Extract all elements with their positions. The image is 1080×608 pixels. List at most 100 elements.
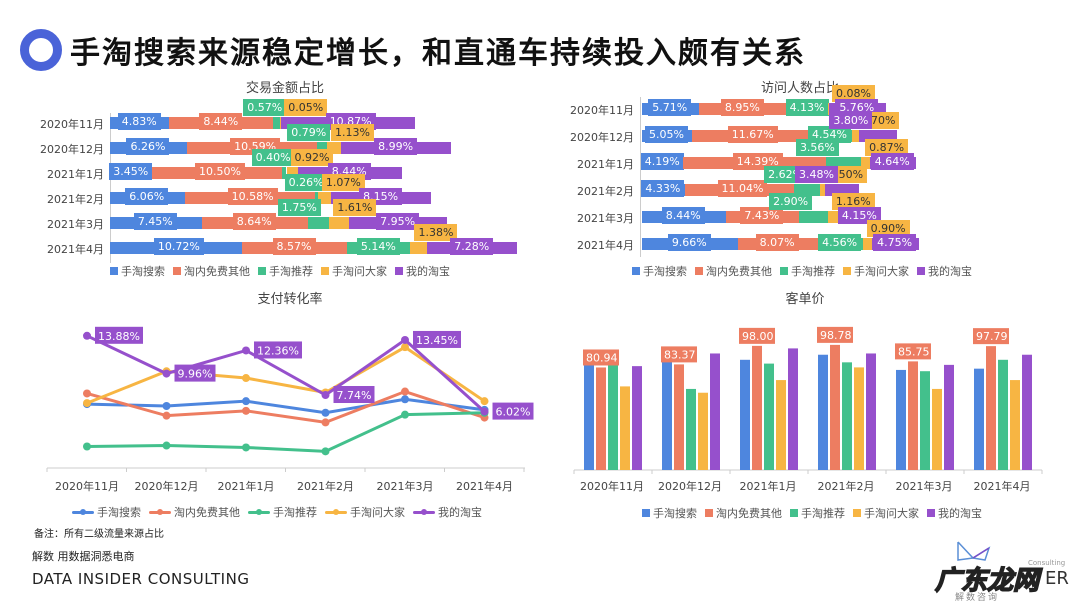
svg-text:98.78: 98.78 xyxy=(820,329,852,342)
y-axis xyxy=(110,113,111,263)
category-label: 2020年12月 xyxy=(40,143,104,156)
value-label: 4.75% xyxy=(873,234,917,251)
category-label: 2020年12月 xyxy=(570,131,634,144)
legend-item: 手淘问大家 xyxy=(321,263,387,279)
legend-swatch xyxy=(695,267,703,275)
legend-label: 手淘问大家 xyxy=(854,265,909,278)
chart-title: 访问人数占比 xyxy=(760,81,839,96)
value-label: 8.57% xyxy=(272,238,316,255)
value-label: 8.64% xyxy=(232,213,276,230)
bar-row: 2020年12月 6.26% 10.59% 0.79% 1.13% 8.99% xyxy=(30,124,540,160)
x-tick-label: 2021年1月 xyxy=(217,480,275,493)
bar-segment xyxy=(852,130,860,142)
value-label: 5.76% xyxy=(835,99,879,116)
value-label: 4.33% xyxy=(641,180,685,197)
legend-item: 我的淘宝 xyxy=(395,263,450,279)
bar-row: 2021年1月 3.45% 10.50% 0.40% 0.92% 8.44% xyxy=(30,149,540,185)
legend-item: 手淘推荐 xyxy=(790,505,845,521)
bar-row: 2021年4月 10.72% 8.57% 5.14% 1.38% 7.28% xyxy=(30,224,540,260)
value-label: 8.44% xyxy=(199,113,243,130)
value-label: 4.13% xyxy=(785,99,829,116)
x-tick-label: 2021年3月 xyxy=(376,480,434,493)
chart-avg-order-value: 客单价 80.94 83.37 98.00 98.78 85.75 97.79 2020年… xyxy=(560,285,1050,520)
bar-row: 2020年12月 5.05% 11.67% 4.54% 0.70% 3.80% xyxy=(560,112,1040,148)
value-label: 0.87% xyxy=(865,139,909,156)
bar-segment xyxy=(317,192,332,204)
svg-text:7.74%: 7.74% xyxy=(337,389,372,402)
category-label: 2021年4月 xyxy=(47,243,104,256)
value-label: 0.40% xyxy=(251,149,295,166)
value-label: 1.16% xyxy=(831,193,875,210)
value-label: 7.43% xyxy=(740,207,784,224)
brand-name: DATA INSIDER CONSULTING xyxy=(32,570,250,588)
legend-swatch xyxy=(325,508,347,515)
legend-swatch xyxy=(927,509,935,517)
bar-segment xyxy=(286,167,298,179)
bar-row: 2021年4月 9.66% 8.07% 4.56% 0.90% 4.75% xyxy=(560,220,1040,256)
legend-item: 手淘搜索 xyxy=(642,505,697,521)
value-label: 1.61% xyxy=(333,199,377,216)
chart-title: 支付转化率 xyxy=(257,292,323,307)
value-label: 3.80% xyxy=(829,112,873,129)
bar-segment xyxy=(861,157,870,169)
value-label: 0.05% xyxy=(284,99,328,116)
legend-swatch xyxy=(853,509,861,517)
chart-legend: 手淘搜索 淘内免费其他 手淘推荐 手淘问大家 我的淘宝 xyxy=(632,263,972,279)
watermark-text: 广东龙网 xyxy=(934,565,1040,597)
value-label: 0.90% xyxy=(866,220,910,237)
ring-icon xyxy=(20,29,62,71)
value-label: 2.90% xyxy=(769,193,813,210)
logo-icon xyxy=(957,541,991,561)
legend-item: 手淘问大家 xyxy=(325,504,405,520)
legend-swatch xyxy=(173,267,181,275)
value-label: 10.58% xyxy=(227,188,278,205)
category-label: 2021年4月 xyxy=(577,239,634,252)
svg-text:98.00: 98.00 xyxy=(742,330,774,343)
chart-legend: 手淘搜索 淘内免费其他 手淘推荐 手淘问大家 我的淘宝 xyxy=(642,505,982,521)
category-label: 2021年3月 xyxy=(47,218,104,231)
chart-transaction-share: 交易金额占比 2020年11月 4.83% 8.44% 0.57% 0.05% 10.87… xyxy=(30,75,540,280)
value-label: 3.45% xyxy=(109,163,153,180)
svg-text:80.94: 80.94 xyxy=(586,351,618,364)
legend-label: 手淘问大家 xyxy=(350,506,405,519)
bar-row: 2021年2月 4.33% 11.04% 2.62% 0.50% 3.48% xyxy=(560,166,1040,202)
watermark-suffix: ER xyxy=(1045,568,1069,589)
value-label: 6.26% xyxy=(126,138,170,155)
bar-segment xyxy=(827,211,840,223)
legend-item: 手淘推荐 xyxy=(248,504,317,520)
legend-item: 手淘推荐 xyxy=(258,263,313,279)
legend-swatch xyxy=(395,267,403,275)
legend-item: 手淘搜索 xyxy=(110,263,165,279)
bar-segment xyxy=(317,142,327,154)
bar-segment xyxy=(273,117,281,129)
value-label: 7.45% xyxy=(133,213,177,230)
x-tick-label: 2021年1月 xyxy=(739,480,797,493)
bar-segment xyxy=(329,217,350,229)
legend-label: 我的淘宝 xyxy=(938,507,982,520)
category-label: 2021年2月 xyxy=(577,185,634,198)
value-label: 8.99% xyxy=(374,138,418,155)
value-label: 5.71% xyxy=(648,99,692,116)
legend-swatch xyxy=(642,509,650,517)
category-label: 2020年11月 xyxy=(570,104,634,117)
value-label: 4.64% xyxy=(870,153,914,170)
x-tick-label: 2021年4月 xyxy=(456,480,513,493)
bar-row: 2020年11月 4.83% 8.44% 0.57% 0.05% 10.87% xyxy=(30,99,540,135)
bar-segment xyxy=(799,211,828,223)
footnote: 备注：所有二级流量来源占比 xyxy=(34,529,164,540)
legend-item: 淘内免费其他 xyxy=(149,504,240,520)
legend-item: 淘内免费其他 xyxy=(695,263,772,279)
value-label: 7.28% xyxy=(450,238,494,255)
bar-segment xyxy=(862,238,872,250)
value-label: 0.79% xyxy=(287,124,331,141)
x-tick-label: 2021年2月 xyxy=(817,480,875,493)
category-label: 2021年3月 xyxy=(577,212,634,225)
chart-legend: 手淘搜索 淘内免费其他 手淘推荐 手淘问大家 我的淘宝 xyxy=(72,504,482,520)
legend-swatch xyxy=(413,508,435,515)
value-label: 5.05% xyxy=(644,126,688,143)
legend-swatch xyxy=(843,267,851,275)
line-plot: 13.88% 9.96% 12.36% 7.74% 13.45% 6.02% xyxy=(46,326,534,472)
bar-segment xyxy=(307,217,330,229)
legend-swatch xyxy=(149,508,171,515)
value-label: 0.92% xyxy=(290,149,334,166)
